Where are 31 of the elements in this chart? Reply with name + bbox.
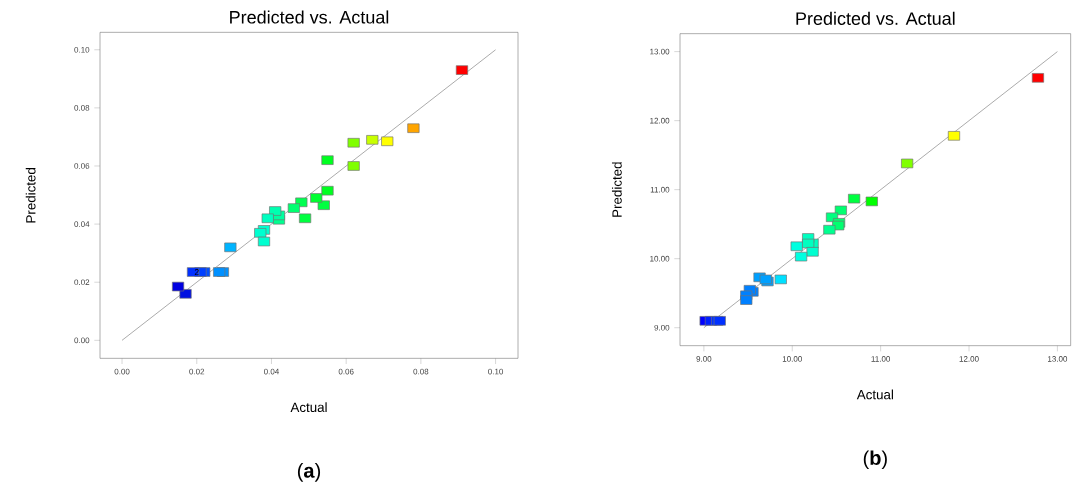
y-tick-label: 9.00	[654, 324, 670, 331]
y-tick-label: 13.00	[650, 48, 670, 55]
x-tick-label: 0.10	[488, 368, 504, 375]
x-tick-label: 11.00	[871, 356, 891, 362]
y-tick-label: 12.00	[650, 117, 670, 124]
y-tick-label: 0.06	[74, 163, 90, 169]
chart-title: Predicted vs. Actual	[796, 11, 955, 25]
y-tick-label: 10.00	[650, 255, 670, 262]
chart-title: Predicted vs. Actual	[230, 10, 389, 24]
x-tick-label: 0.00	[114, 368, 130, 375]
x-tick-label: 0.06	[338, 368, 354, 375]
y-tick-label: 0.08	[74, 105, 90, 111]
x-axis-title: Actual	[290, 402, 327, 413]
y-tick-label: 0.04	[74, 221, 90, 227]
y-axis-title: Predicted	[25, 168, 36, 223]
x-tick-label: 13.00	[1048, 356, 1068, 362]
y-axis-title: Predicted	[611, 162, 622, 217]
x-tick-label: 0.02	[189, 368, 205, 375]
x-tick-label: 9.00	[696, 356, 712, 362]
x-tick-label: 0.04	[263, 368, 280, 375]
x-axis-title: Actual	[856, 389, 893, 400]
text: (b)	[863, 450, 887, 470]
annotation: 2	[194, 269, 199, 276]
x-tick-label: 0.08	[413, 368, 429, 375]
y-tick-label: 11.00	[650, 186, 670, 193]
text: (a)	[297, 463, 321, 482]
y-tick-label: 0.02	[74, 279, 90, 286]
x-tick-label: 10.00	[782, 356, 802, 362]
y-tick-label: 0.10	[74, 46, 90, 53]
y-tick-label: 0.00	[74, 337, 90, 344]
x-tick-label: 12.00	[959, 356, 979, 362]
